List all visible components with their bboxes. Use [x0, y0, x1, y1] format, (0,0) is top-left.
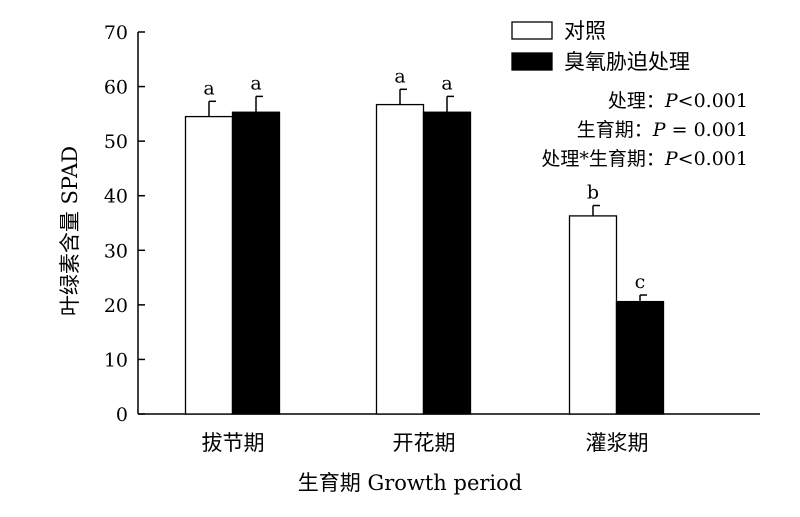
- bar: [568, 215, 618, 415]
- x-tick-label: 开花期: [393, 431, 456, 455]
- significance-letter: b: [587, 182, 599, 204]
- bars: [184, 88, 665, 415]
- stat-annotation: 处理：P<0.001: [608, 90, 748, 112]
- y-tick-label: 60: [104, 77, 128, 99]
- legend-label: 对照: [564, 19, 606, 43]
- y-tick-label: 40: [104, 186, 128, 208]
- legend-swatch: [511, 52, 553, 71]
- stat-annotation: 生育期：P = 0.001: [577, 119, 748, 141]
- significance-letter: c: [635, 271, 646, 293]
- y-tick-label: 20: [104, 295, 128, 317]
- legend-swatch: [511, 21, 553, 40]
- stat-annotations: 处理：P<0.001 生育期：P = 0.001 处理*生育期：P<0.001: [541, 90, 748, 170]
- significance-letter: a: [203, 77, 214, 99]
- x-tick-label: 灌浆期: [586, 431, 649, 455]
- y-tick-label: 10: [104, 349, 128, 371]
- stat-annotation: 处理*生育期：P<0.001: [541, 148, 748, 170]
- bar: [231, 111, 281, 415]
- x-tick-label: 拔节期: [202, 431, 265, 455]
- y-axis-title: 叶绿素含量 SPAD: [58, 146, 82, 316]
- y-tick-label: 50: [104, 131, 128, 153]
- bar: [422, 111, 472, 415]
- significance-letter: a: [250, 72, 261, 94]
- bar: [184, 115, 234, 415]
- y-tick-label: 70: [104, 22, 128, 44]
- y-tick-label: 30: [104, 240, 128, 262]
- bar: [615, 300, 665, 415]
- labels: 拔节期 a a 开花期 a a 灌浆期 b c 生育期 Growth period 叶绿素含量 SP…: [58, 65, 649, 495]
- x-axis-title: 生育期 Growth period: [298, 471, 522, 495]
- y-tick-label: 0: [116, 404, 128, 426]
- significance-letter: a: [394, 65, 405, 87]
- bar: [375, 103, 425, 415]
- legend-label: 臭氧胁迫处理: [564, 50, 690, 74]
- significance-letter: a: [441, 72, 452, 94]
